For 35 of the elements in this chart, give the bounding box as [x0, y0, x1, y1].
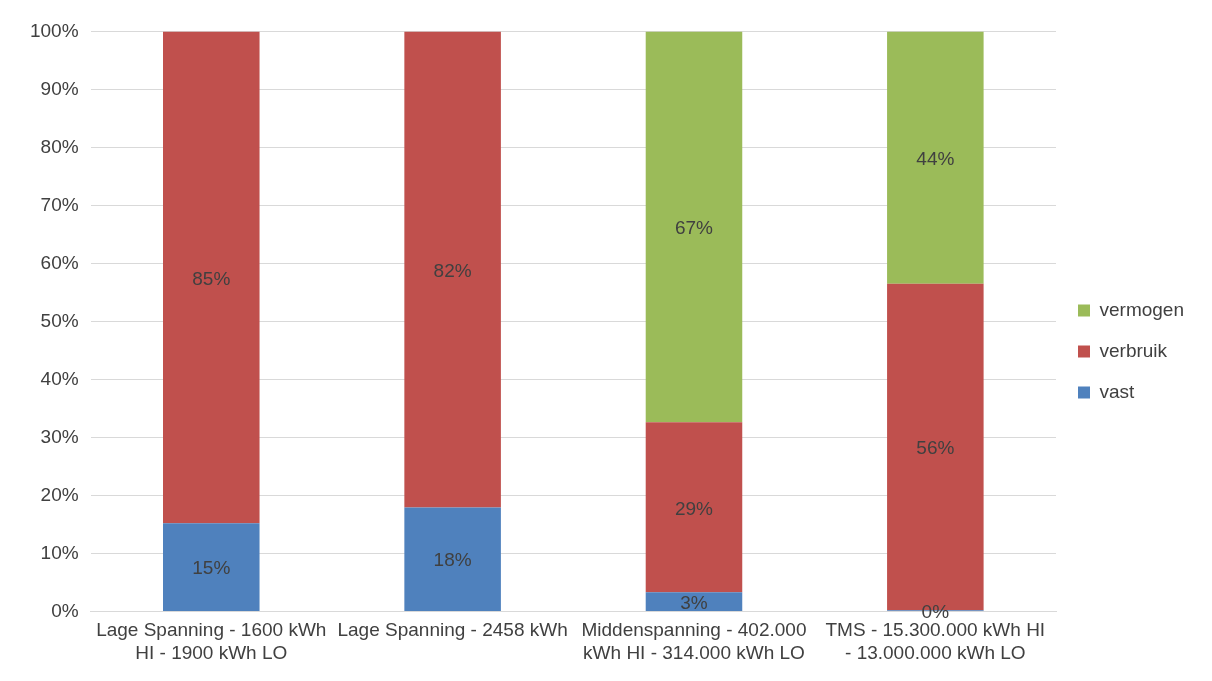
bar — [163, 31, 260, 524]
y-tick-label: 30% — [40, 425, 79, 447]
y-tick-label: 10% — [40, 541, 79, 563]
bar — [404, 31, 501, 508]
y-tick-label: 0% — [51, 599, 79, 621]
y-tick-label: 90% — [40, 77, 79, 99]
y-tick-label: 80% — [40, 135, 79, 157]
y-tick-label: 70% — [40, 193, 79, 215]
data-label: 3% — [680, 591, 708, 613]
bar — [404, 507, 501, 611]
y-tick-label: 50% — [40, 309, 79, 331]
legend-label: vermogen — [1099, 298, 1185, 320]
y-tick-label: 100% — [29, 19, 79, 41]
bar — [645, 422, 743, 593]
bar — [645, 592, 743, 611]
data-label: 85% — [192, 267, 231, 289]
data-label: 82% — [433, 259, 472, 281]
y-tick-label: 20% — [40, 483, 79, 505]
data-label: 18% — [433, 549, 472, 571]
y-tick-label: 60% — [40, 251, 79, 273]
bar — [887, 31, 984, 284]
x-tick-label: TMS - 15.300.000 kWh HI - 13.000.000 kWh LO — [825, 619, 1046, 663]
data-label: 15% — [192, 557, 231, 579]
y-tick-label: 40% — [40, 367, 79, 389]
legend-label: vast — [1099, 380, 1136, 402]
data-label: 56% — [916, 437, 955, 459]
data-label: 67% — [674, 217, 714, 239]
bar — [163, 523, 260, 611]
x-tick-label: Lage Spanning - 2458 kWh — [337, 619, 568, 641]
data-label: 29% — [674, 497, 714, 519]
x-tick-label: Middenspanning - 402.000 kWh HI - 314.000 kWh LO — [581, 619, 807, 663]
x-tick-label: Lage Spanning - 1600 kWh HI - 1900 kWh LO — [96, 619, 327, 663]
data-label: 44% — [916, 147, 955, 169]
bar — [645, 31, 743, 423]
legend-label: verbruik — [1099, 339, 1168, 361]
